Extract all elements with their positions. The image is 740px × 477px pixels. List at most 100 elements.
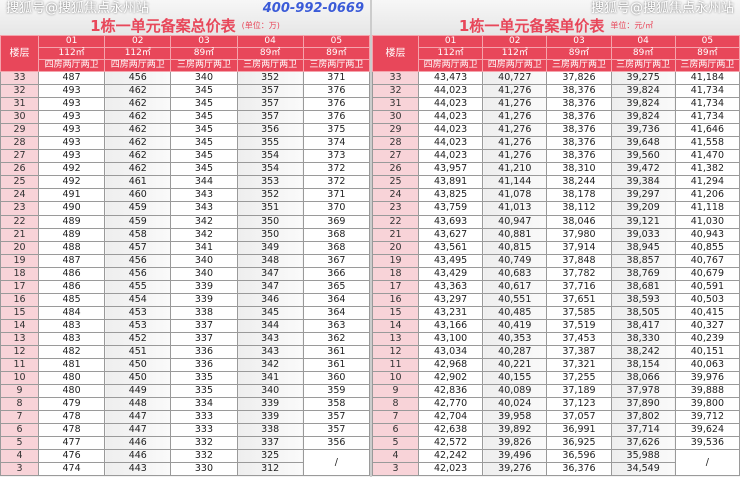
price-cell: 357: [302, 410, 371, 425]
price-cell: 461: [104, 175, 172, 190]
price-cell: 358: [302, 397, 371, 412]
price-cell: 339: [170, 292, 238, 307]
price-cell: 42,704: [417, 410, 484, 425]
price-cell: 43,561: [417, 240, 484, 255]
price-cell: 38,242: [610, 344, 676, 360]
price-cell: 454: [104, 292, 172, 307]
area-header: 89㎡: [546, 47, 612, 60]
price-cell: 336: [170, 344, 238, 360]
price-cell: 40,727: [482, 70, 548, 86]
price-cell: 36,991: [546, 423, 612, 438]
price-cell: 342: [236, 358, 304, 373]
floor-cell: 4: [372, 449, 419, 464]
price-cell: 345: [170, 110, 238, 125]
price-cell: 345: [170, 123, 238, 138]
floor-cell: 19: [0, 253, 39, 268]
price-cell: 37,626: [610, 436, 676, 451]
price-cell: 364: [302, 305, 371, 320]
phone-watermark: 400-992-0669: [262, 1, 364, 16]
price-cell: 333: [170, 410, 238, 425]
table-row: 18 486 456 340 347 366: [0, 266, 371, 281]
table-row: 26 492 462 345 354 372: [0, 162, 371, 177]
table-row: 8 42,770 40,024 37,123 37,890 39,800: [372, 397, 740, 412]
price-cell: 333: [170, 423, 238, 438]
table-row: 4 42,242 39,496 36,596 35,988/: [372, 449, 740, 477]
price-cell: 39,976: [674, 371, 740, 386]
price-cell: 478: [37, 423, 106, 438]
floor-cell: 21: [0, 227, 39, 242]
header-row-area: 112㎡ 112㎡ 89㎡ 89㎡ 89㎡: [1, 47, 371, 60]
price-cell: 43,627: [417, 227, 484, 242]
unit-number-header: 02: [104, 35, 172, 48]
price-cell: 462: [104, 149, 172, 164]
unit-note: 单位：元/㎡: [610, 20, 654, 30]
layout-type-header: 三房两厅两卫: [302, 59, 371, 72]
price-cell: 446: [104, 436, 172, 451]
layout-type-header: 三房两厅两卫: [674, 59, 740, 72]
table-row: 5 42,572 39,826 36,925 37,626 39,536: [372, 436, 740, 451]
price-cell: 38,112: [546, 201, 612, 216]
price-cell: 352: [236, 70, 304, 86]
price-cell: 367: [302, 253, 371, 268]
price-cell: 492: [37, 175, 106, 190]
price-cell: 37,890: [610, 397, 676, 412]
floor-cell: 24: [372, 188, 419, 203]
price-cell: 325: [236, 449, 304, 464]
price-cell: 38,376: [546, 136, 612, 151]
price-cell: 37,716: [546, 279, 612, 294]
price-cell: 41,470: [674, 149, 740, 164]
table-row: 8 479 448 334 339 358: [0, 397, 371, 412]
price-cell: 38,310: [546, 162, 612, 177]
total-price-table: 楼层 01 02 03 04 05 112㎡ 112㎡ 89㎡ 89㎡ 89㎡ 四房两厅两卫 四房两厅两…: [0, 35, 371, 477]
table-row: 10 42,902 40,155 37,255 38,066 39,976: [372, 371, 740, 386]
price-cell: 357: [236, 97, 304, 112]
table-row: 20 488 457 341 349 368: [0, 240, 371, 255]
price-cell: 355: [236, 136, 304, 151]
price-cell: 43,429: [417, 266, 484, 281]
price-cell: 40,419: [482, 318, 548, 333]
price-cell: 474: [37, 462, 106, 477]
floor-cell: 31: [372, 97, 419, 112]
price-cell: 38,376: [546, 149, 612, 164]
floor-cell: 10: [372, 371, 419, 386]
price-cell: 38,945: [610, 240, 676, 255]
price-cell: 42,770: [417, 397, 484, 412]
table-row: 7 42,704 39,958 37,057 37,802 39,712: [372, 410, 740, 425]
floor-cell: 16: [372, 292, 419, 307]
price-cell: 493: [37, 84, 106, 99]
floor-cell: 26: [372, 162, 419, 177]
table-title-bar: 搜狐号@搜狐焦点永州站 400-992-0669 1栋一单元备案总价表 (单位：万…: [0, 0, 370, 35]
floor-cell: 18: [372, 266, 419, 281]
price-cell: 351: [236, 201, 304, 216]
price-cell: 360: [302, 371, 371, 386]
unit-price-table: 楼层 01 02 03 04 05 112㎡ 112㎡ 89㎡ 89㎡ 89㎡ 四房两厅两卫 四房两厅两…: [372, 35, 740, 477]
table-row: 21 489 458 342 350 368: [0, 227, 371, 242]
price-cell: 348: [236, 253, 304, 268]
floor-cell: 18: [0, 266, 39, 281]
price-cell: 41,734: [674, 84, 740, 99]
floor-cell: 33: [0, 70, 39, 86]
table-row: 23 43,759 41,013 38,112 39,209 41,118: [372, 201, 740, 216]
price-cell: 341: [236, 371, 304, 386]
price-cell: 38,066: [610, 371, 676, 386]
floor-cell: 30: [0, 110, 39, 125]
price-cell: 43,166: [417, 318, 484, 333]
price-cell: 44,023: [417, 149, 484, 164]
price-cell: 371: [302, 188, 371, 203]
price-cell: 41,734: [674, 97, 740, 112]
table-row: 27 493 462 345 354 373: [0, 149, 371, 164]
layout-type-header: 四房两厅两卫: [482, 59, 548, 72]
unit-number-header: 01: [417, 35, 484, 48]
price-cell: 373: [302, 149, 371, 164]
price-cell: 483: [37, 318, 106, 333]
price-cell: 490: [37, 201, 106, 216]
table-row: 9 480 449 335 340 359: [0, 384, 371, 399]
area-header: 112㎡: [417, 47, 484, 60]
price-cell: 476: [37, 449, 106, 464]
price-cell: 40,815: [482, 240, 548, 255]
floor-cell: 12: [372, 344, 419, 360]
price-cell: 347: [236, 266, 304, 281]
price-cell: 40,551: [482, 292, 548, 307]
price-cell: 43,100: [417, 331, 484, 346]
price-cell: 337: [170, 331, 238, 346]
